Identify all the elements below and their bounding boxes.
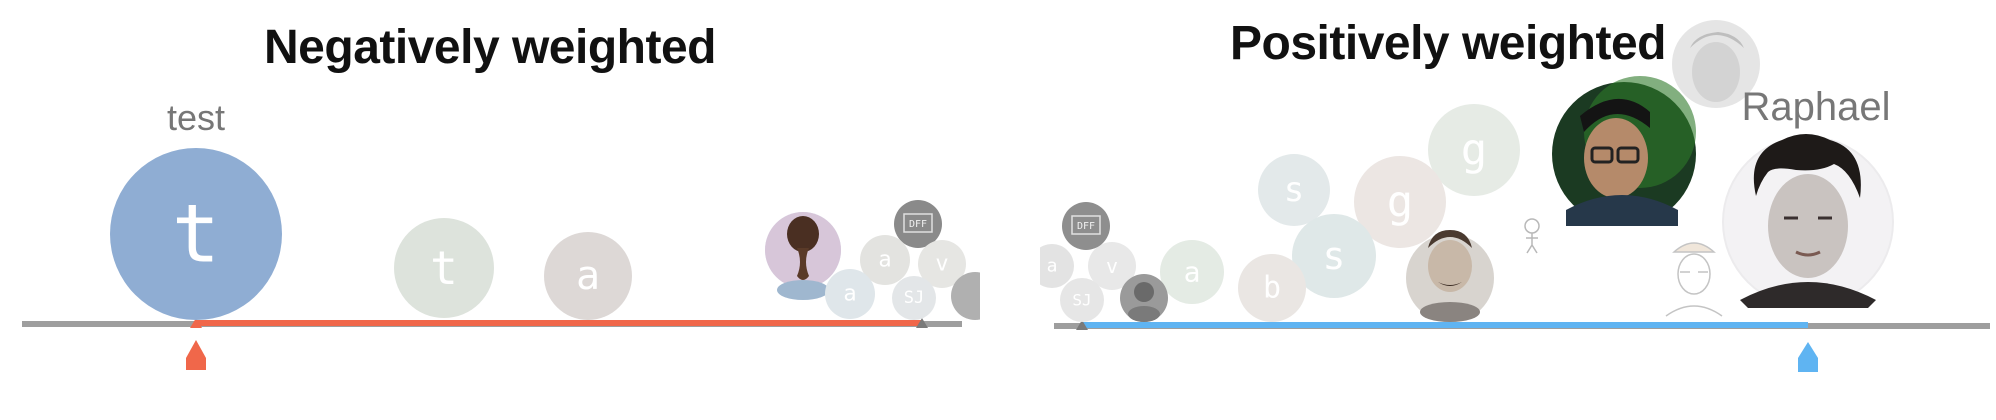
positive-scene: s g g s a b a v	[1040, 20, 1990, 372]
bubble-circle	[1258, 154, 1330, 226]
bubble-circle	[1088, 242, 1136, 290]
svg-text:DFF: DFF	[909, 219, 927, 230]
dff-logo-avatar[interactable]: DFF	[1062, 202, 1110, 250]
bubble-circle	[1428, 104, 1520, 196]
bubble[interactable]: v	[1088, 242, 1136, 290]
bubble[interactable]: s	[1258, 154, 1330, 226]
bubble-letter: s	[1284, 170, 1304, 210]
bubble-circle	[892, 276, 936, 320]
panel-title: Positively weighted	[1230, 17, 1666, 70]
sketch-avatar[interactable]	[1665, 242, 1723, 317]
bubble[interactable]: v	[918, 240, 966, 288]
raphael-photo-avatar[interactable]	[1722, 134, 1894, 308]
range-start-tick	[1076, 320, 1088, 330]
dff-logo-avatar[interactable]: DFF	[894, 200, 942, 248]
bubble-circle	[110, 148, 282, 320]
bubble-circle	[1060, 278, 1104, 322]
positive-panel: Positively weighted s g g s a	[1040, 0, 1996, 420]
bubble[interactable]: a	[825, 269, 875, 319]
pointer-marker[interactable]	[1798, 342, 1818, 372]
bubble-circle	[1040, 244, 1074, 288]
sketch-avatar[interactable]	[1524, 218, 1540, 254]
bubble-circle	[1238, 254, 1306, 322]
featured-caption: Raphael	[1741, 85, 1890, 129]
bubble-letter: a	[1047, 256, 1058, 277]
bubble-letter: a	[843, 282, 856, 307]
bubble-letter: SJ	[904, 288, 924, 308]
panel-title: Negatively weighted	[264, 21, 716, 74]
bubble[interactable]: SJ	[892, 276, 936, 320]
svg-text:DFF: DFF	[1077, 221, 1095, 232]
bubble-letter: a	[878, 248, 891, 273]
range-end-tick	[916, 318, 928, 328]
negative-panel: Negatively weighted test t t a	[0, 0, 980, 420]
bubble[interactable]: s	[1292, 214, 1376, 298]
bubble-circle	[544, 232, 632, 320]
featured-caption: test	[167, 97, 225, 138]
bubble-letter: g	[1387, 177, 1414, 228]
bubble-letter: v	[935, 252, 948, 277]
bubble-letter: a	[1184, 256, 1201, 289]
bubble-circle	[918, 240, 966, 288]
bubble[interactable]: b	[1238, 254, 1306, 322]
bubble-circle	[394, 218, 494, 318]
bubble-partial	[951, 272, 980, 320]
bubble[interactable]: a	[1040, 244, 1074, 288]
bubble[interactable]: g	[1354, 156, 1446, 248]
bubble[interactable]: a	[544, 232, 632, 320]
negative-scene: test t t a DFF a	[22, 97, 980, 370]
braid-photo-avatar[interactable]	[765, 212, 841, 300]
faded-photo-avatar[interactable]	[1672, 20, 1760, 108]
bubble[interactable]: SJ	[1060, 278, 1104, 322]
bubble[interactable]: t	[394, 218, 494, 318]
bubble[interactable]: a	[1160, 240, 1224, 304]
bubble-letter: t	[172, 188, 220, 281]
bubble-letter: t	[430, 241, 458, 295]
bubble-letter: b	[1263, 271, 1281, 306]
pointer-marker[interactable]	[186, 340, 206, 370]
bubble-letter: s	[1323, 234, 1346, 278]
bubble-letter: SJ	[1072, 291, 1091, 310]
bubble-featured[interactable]: t	[110, 148, 282, 320]
bubble-letter: a	[576, 253, 600, 299]
glasses-photo-avatar[interactable]	[1552, 76, 1696, 226]
bubble[interactable]: a	[860, 235, 910, 285]
bubble-letter: v	[1106, 254, 1118, 278]
bubble-circle	[825, 269, 875, 319]
bubble-circle	[1160, 240, 1224, 304]
bubble-circle	[860, 235, 910, 285]
mustache-photo-avatar[interactable]	[1406, 230, 1494, 322]
bubble-circle	[1354, 156, 1446, 248]
cartoon-avatar[interactable]	[1120, 274, 1168, 322]
range-start-tick	[190, 318, 202, 328]
bubble[interactable]: g	[1428, 104, 1520, 196]
bubble-letter: g	[1461, 125, 1488, 176]
bubble-circle	[1292, 214, 1376, 298]
